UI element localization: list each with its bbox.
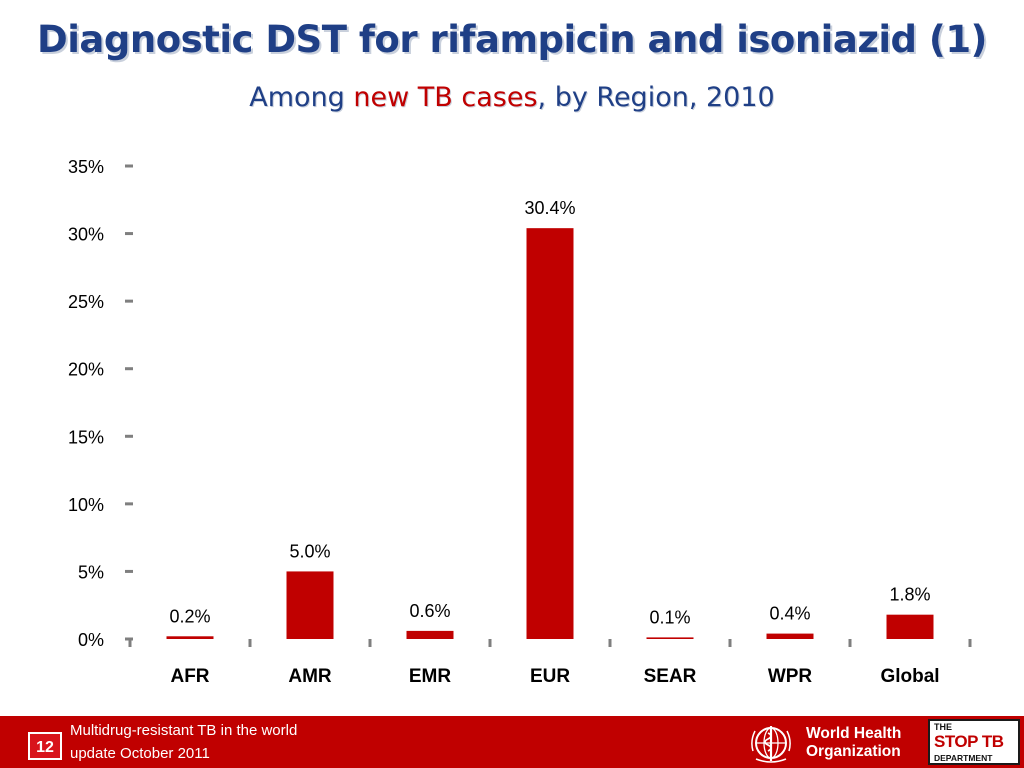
data-label: 0.2% — [169, 606, 210, 626]
y-tick-label: 35% — [68, 157, 104, 177]
subtitle-suffix: , by Region, 2010 — [537, 82, 775, 113]
x-category-label: WPR — [768, 666, 813, 687]
bar-chart: 0% 5% 10% 15% 20% 25% 30% 35% 0.2% AFR 5.0% AMR 0.6%… — [68, 157, 972, 687]
stop-tb-main: STOP TB — [934, 732, 1004, 751]
who-emblem-icon — [751, 726, 791, 763]
bar — [166, 636, 214, 639]
bar — [766, 633, 814, 639]
stop-tb-department: DEPARTMENT — [934, 753, 993, 763]
bar — [286, 571, 334, 639]
slide-subtitle: Among new TB cases, by Region, 2010 — [0, 82, 1024, 113]
data-label: 0.1% — [649, 607, 690, 627]
y-tick-label: 0% — [78, 630, 104, 650]
who-logo: World Health Organization — [748, 721, 923, 765]
slide-number: 12 — [28, 732, 62, 760]
x-category-label: EMR — [409, 666, 452, 687]
x-category-label: Global — [880, 666, 939, 687]
y-tick-label: 15% — [68, 427, 104, 447]
subtitle-highlight: new TB cases — [353, 82, 538, 113]
footer-text-line1: Multidrug-resistant TB in the world — [70, 722, 298, 739]
slide-title: Diagnostic DST for rifampicin and isonia… — [37, 18, 987, 61]
data-label: 0.4% — [769, 604, 810, 624]
data-label: 0.6% — [409, 601, 450, 621]
bar — [886, 614, 934, 639]
y-tick-label: 25% — [68, 292, 104, 312]
bar — [406, 630, 454, 639]
data-label: 30.4% — [524, 198, 575, 218]
data-label: 5.0% — [289, 541, 330, 561]
bar — [526, 228, 574, 639]
stop-tb-the: THE — [934, 722, 952, 732]
who-name-line2: Organization — [806, 743, 901, 760]
x-category-label: AFR — [170, 666, 209, 687]
who-name-line1: World Health — [806, 725, 902, 742]
bar — [646, 637, 694, 639]
y-tick-label: 10% — [68, 495, 104, 515]
data-label: 1.8% — [889, 585, 930, 605]
y-tick-label: 30% — [68, 225, 104, 245]
footer-text-line2: update October 2011 — [70, 745, 210, 762]
x-category-label: AMR — [288, 666, 332, 687]
y-tick-label: 5% — [78, 562, 104, 582]
stop-tb-logo: THE STOP TB DEPARTMENT — [928, 719, 1020, 765]
y-tick-label: 20% — [68, 360, 104, 380]
subtitle-prefix: Among — [249, 82, 354, 113]
footer-bar: 12 Multidrug-resistant TB in the world u… — [0, 716, 1024, 768]
x-category-label: EUR — [530, 666, 570, 687]
x-category-label: SEAR — [644, 666, 697, 687]
